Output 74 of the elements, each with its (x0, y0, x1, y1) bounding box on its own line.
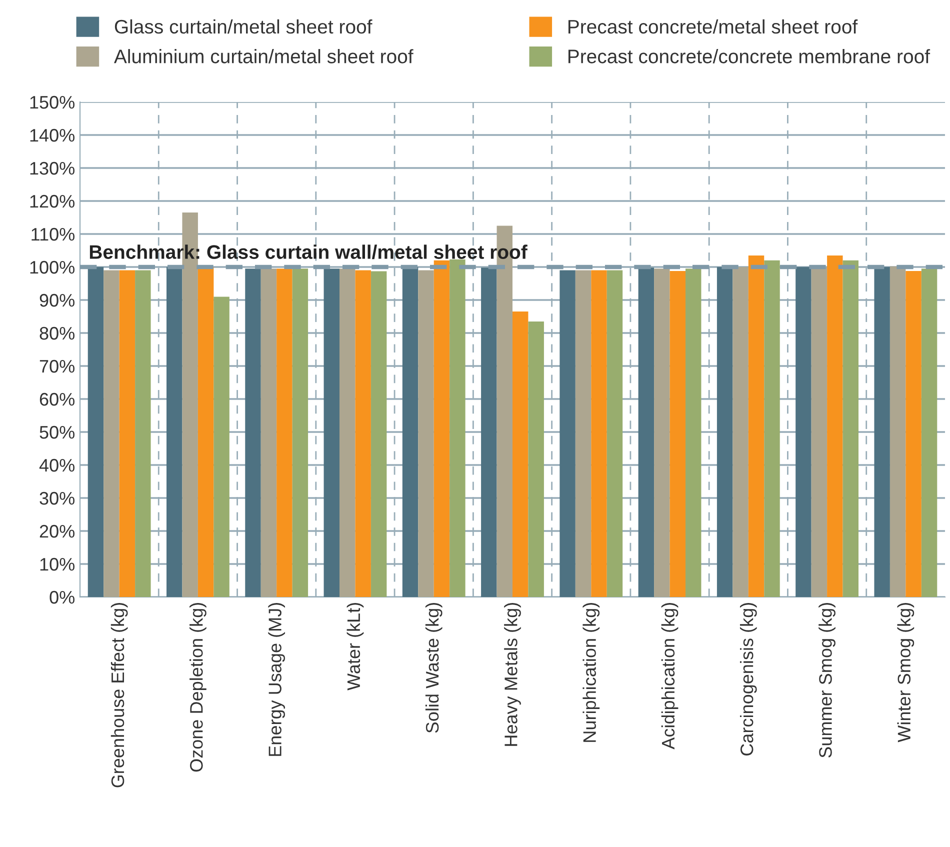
x-tick-label: Heavy Metals (kg) (504, 602, 521, 746)
bar (481, 268, 497, 597)
bar (921, 268, 938, 597)
bar (292, 268, 308, 597)
x-tick-label: Greenhouse Effect (kg) (110, 602, 128, 788)
y-tick-label: 130% (30, 162, 74, 175)
bar (874, 267, 890, 597)
bar (324, 268, 340, 597)
y-tick-label: 60% (40, 392, 74, 406)
bar (796, 267, 812, 597)
y-tick-label: 70% (40, 360, 74, 373)
y-tick-label: 100% (30, 260, 74, 274)
y-tick-label: 150% (30, 96, 74, 109)
x-tick-label: Ozone Depletion (kg) (190, 602, 206, 772)
bar (512, 312, 528, 597)
bar (88, 267, 104, 597)
bar (638, 268, 654, 597)
legend-label: Glass curtain/metal sheet roof (114, 19, 372, 34)
bar (418, 270, 434, 597)
bar (575, 270, 592, 597)
ref-line-label: Benchmark: Glass curtain wall/metal sheet roof (90, 244, 528, 260)
y-tick-label: 50% (40, 426, 74, 439)
x-tick-label: Acidiphication (kg) (661, 602, 678, 750)
x-tick-label: Energy Usage (MJ) (268, 602, 286, 756)
legend-label: Precast concrete/concrete membrane roof (568, 49, 930, 64)
bar (732, 267, 748, 597)
bar (591, 270, 607, 597)
bar (434, 260, 450, 597)
bar (716, 267, 733, 597)
bar (670, 270, 686, 597)
y-tick-label: 0% (50, 590, 74, 604)
bar (245, 268, 261, 597)
bar (811, 267, 828, 597)
bar (198, 267, 214, 597)
x-tick-label: Nuriphication (kg) (582, 602, 600, 742)
bar (748, 255, 764, 597)
y-tick-label: 90% (40, 294, 74, 307)
y-tick-label: 20% (40, 524, 74, 538)
bar (890, 266, 906, 597)
bar (560, 270, 576, 597)
bar (654, 268, 670, 597)
bar (166, 267, 182, 597)
bar (214, 296, 230, 597)
bar (606, 270, 623, 597)
bar (260, 268, 277, 597)
bar (764, 260, 780, 597)
y-tick-label: 40% (39, 458, 74, 472)
legend-label: Precast concrete/metal sheet roof (568, 19, 858, 34)
x-tick-label: Summer Smog (kg) (818, 602, 836, 758)
bar (370, 271, 387, 597)
y-tick-label: 10% (40, 558, 74, 571)
bar (686, 268, 702, 597)
bar (135, 270, 151, 597)
legend-label: Aluminium curtain/metal sheet roof (114, 49, 414, 64)
bar (402, 267, 418, 597)
x-tick-label: Winter Smog (kg) (897, 602, 914, 742)
bar (842, 260, 858, 597)
bar (450, 259, 466, 597)
y-tick-label: 110% (32, 228, 74, 241)
bar (827, 255, 843, 597)
x-tick-label: Water (kLt) (346, 602, 364, 690)
y-tick-label: 120% (30, 194, 74, 208)
bar (119, 270, 136, 597)
bar (528, 321, 544, 597)
bar (104, 270, 120, 597)
y-tick-label: 80% (40, 326, 74, 340)
x-tick-label: Carcinogenisis (kg) (740, 602, 757, 756)
bar (355, 270, 371, 597)
x-tick-label: Solid Waste (kg) (425, 602, 442, 733)
bar (906, 270, 922, 597)
y-tick-label: 30% (40, 492, 74, 505)
bar (276, 268, 292, 597)
y-tick-label: 140% (30, 128, 74, 142)
bar (340, 268, 356, 597)
